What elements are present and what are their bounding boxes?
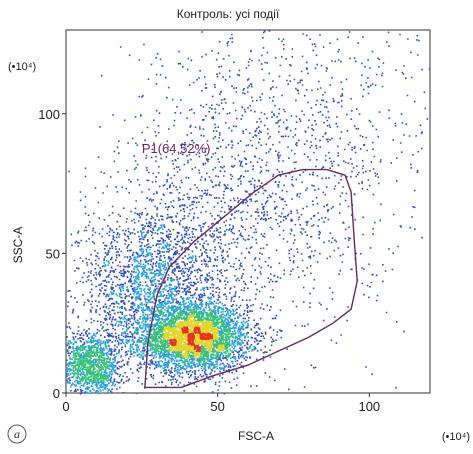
gate-layer: P1(64,52%) xyxy=(142,141,358,389)
y-axis-label: SSC-A xyxy=(11,227,25,264)
x-axis-multiplier: (•10⁴) xyxy=(442,431,470,443)
panel-label-text: a xyxy=(14,427,20,441)
density-level-2 xyxy=(72,308,238,383)
x-tick-label: 100 xyxy=(358,399,380,414)
gate-p1-outline[interactable] xyxy=(144,168,358,389)
x-tick-label: 50 xyxy=(210,399,224,414)
x-axis-label: FSC-A xyxy=(238,429,274,443)
y-tick-label: 0 xyxy=(53,386,60,401)
gate-p1-label: P1(64,52%) xyxy=(142,141,211,156)
plot-area: P1(64,52%) xyxy=(65,29,431,395)
x-tick-label: 0 xyxy=(62,399,69,414)
chart-title: Контроль: усі події xyxy=(177,7,280,21)
plot-frame xyxy=(65,29,431,394)
y-tick-label: 100 xyxy=(38,107,60,122)
density-level-1 xyxy=(66,224,256,395)
density-dots xyxy=(66,30,431,395)
y-axis-multiplier: (•10⁴) xyxy=(8,61,36,73)
panel-label-circle xyxy=(7,424,27,444)
panel-label: a xyxy=(7,424,27,444)
y-tick-label: 50 xyxy=(46,246,60,261)
axis-ticks: 0 50 100 0 50 100 xyxy=(38,107,380,414)
density-level-0 xyxy=(66,30,431,395)
density-level-4 xyxy=(169,326,214,353)
